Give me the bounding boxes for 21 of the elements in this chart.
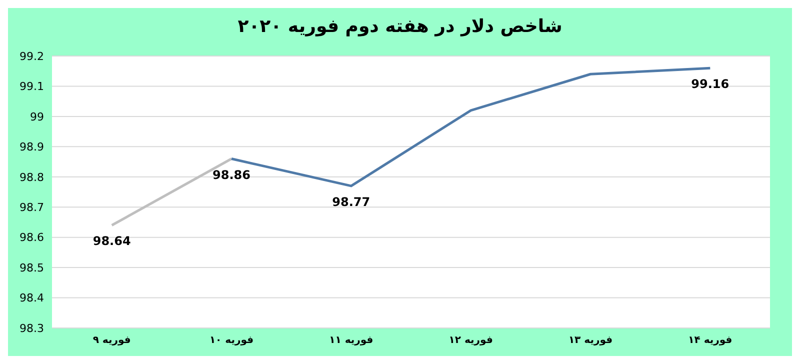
y-tick-label: 98.5	[20, 261, 44, 274]
y-tick-label: 98.3	[20, 322, 44, 335]
y-tick-label: 99.1	[20, 80, 44, 94]
x-tick-label: ۱۲ فوریه	[448, 335, 493, 346]
x-tick-label: ۱۴ فوریه	[688, 335, 732, 346]
y-tick-label: 99	[30, 110, 44, 124]
x-tick-label: ۱۱ فوریه	[329, 335, 374, 346]
y-tick-label: 98.4	[20, 292, 44, 305]
x-tick-label: ۹ فوریه	[92, 335, 131, 346]
x-tick-label: ۱۳ فوریه	[568, 335, 613, 346]
data-label: 98.77	[332, 194, 370, 209]
data-label: 99.16	[691, 77, 730, 92]
y-tick-label: 99.2	[20, 50, 44, 63]
data-label: 98.64	[92, 234, 131, 248]
y-tick-label: 98.6	[20, 231, 44, 244]
y-tick-label: 98.9	[20, 140, 44, 154]
data-label: 98.86	[212, 168, 250, 182]
y-tick-label: 98.8	[20, 170, 44, 184]
y-tick-label: 98.7	[20, 201, 44, 214]
x-tick-label: ۱۰ فوریه	[209, 335, 254, 346]
chart-title: شاخص دلار در هفته دوم فوریه ۲۰۲۰	[236, 15, 564, 39]
